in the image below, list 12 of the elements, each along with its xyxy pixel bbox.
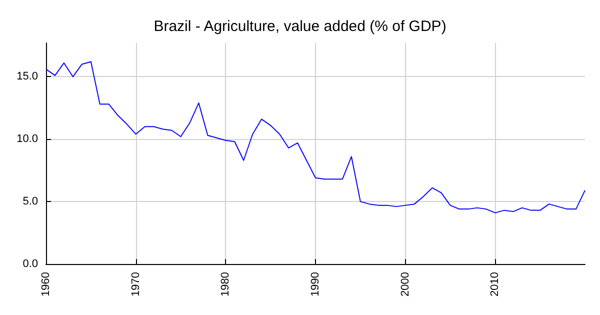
x-tick-label: 1960 (40, 272, 52, 296)
x-tick-label: 1980 (220, 272, 232, 296)
x-tick-label: 2000 (399, 272, 412, 296)
y-tick-label: 10.0 (16, 133, 38, 146)
chart-title: Brazil - Agriculture, value added (% of GDP) (154, 18, 446, 35)
x-tick-label: 1970 (130, 272, 142, 296)
x-tick-label: 2010 (489, 272, 502, 296)
y-tick-label: 15.0 (16, 70, 38, 83)
line-series (46, 61, 586, 214)
x-tick-label: 1990 (310, 272, 322, 296)
y-tick-label: 5.0 (22, 196, 38, 208)
y-tick-label: 0.0 (22, 258, 38, 270)
